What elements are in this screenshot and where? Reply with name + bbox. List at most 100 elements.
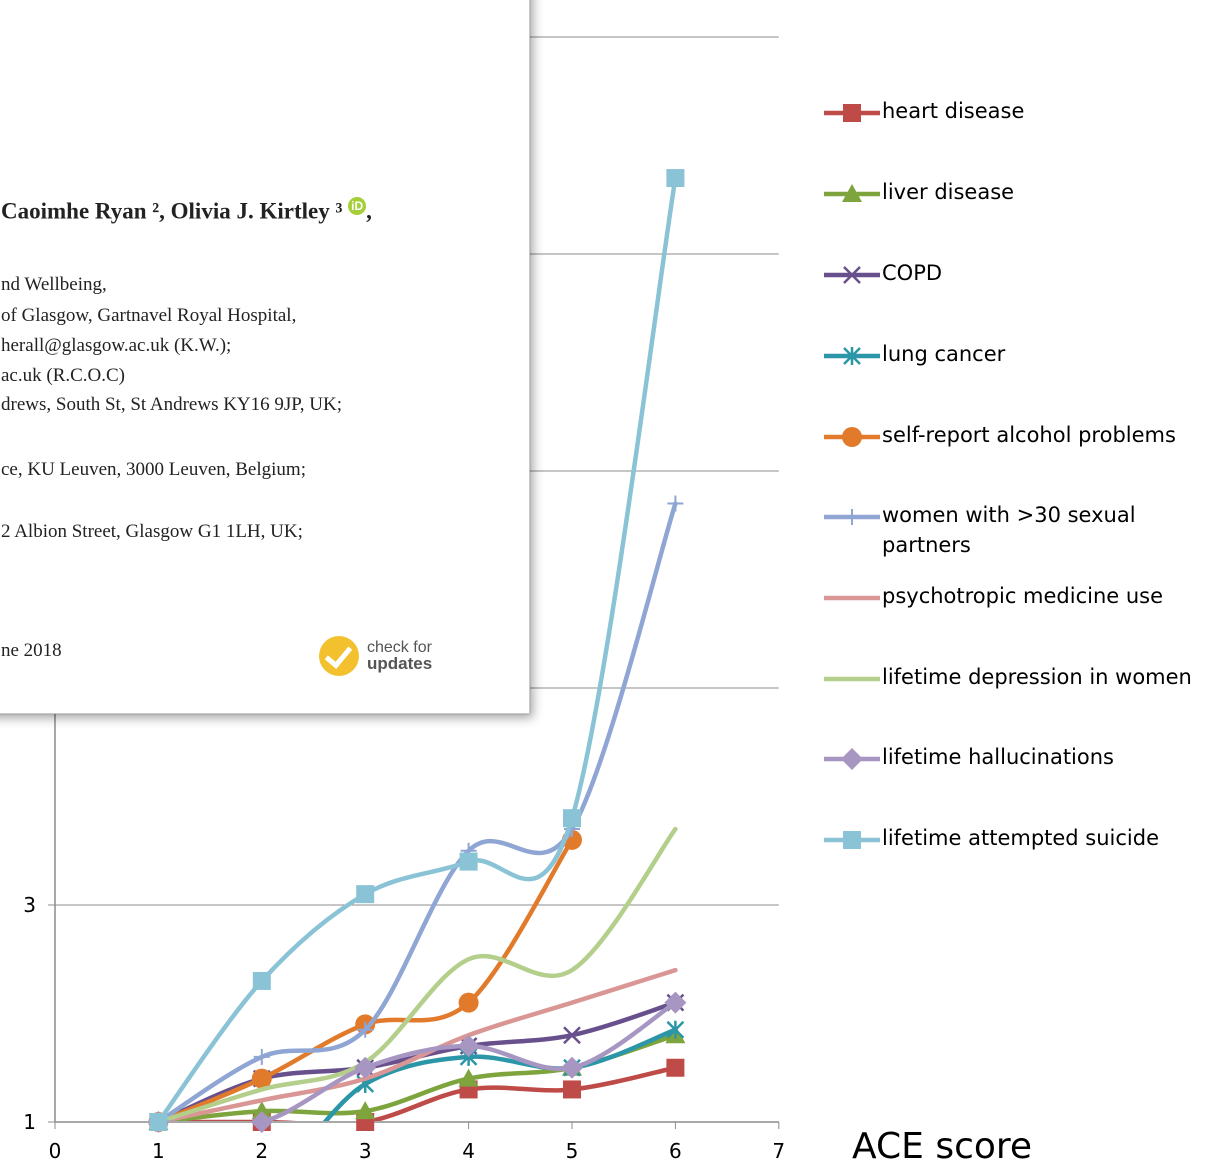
data-point [843,347,861,365]
data-point [664,991,687,1014]
y-tick-label: 3 [23,893,36,917]
legend-label: lifetime attempted suicide [882,826,1160,850]
paper-line-5: drews, South St, St Andrews KY16 9JP, UK… [1,394,342,415]
x-tick-label: 5 [566,1139,579,1163]
x-tick-label: 6 [669,1139,682,1163]
series-line [156,1000,678,1121]
legend-swatch [824,347,880,365]
legend-label: lifetime hallucinations [882,745,1114,769]
orcid-icon: iD [348,197,367,215]
data-point [458,1068,479,1087]
legend-item: heart disease [822,96,1202,126]
legend-swatch [824,748,880,770]
legend-label: women with >30 sexual partners [882,503,1136,557]
data-point [251,1101,272,1120]
paper-line-8: ne 2018 [1,640,62,661]
legend-swatch [824,676,880,682]
data-point [842,427,862,447]
data-point [844,509,860,525]
paper-line-3: herall@glasgow.ac.uk (K.W.); [1,335,232,356]
data-point [355,1101,376,1120]
legend-swatch [824,427,880,447]
check-for-updates-text: check for updates [367,639,433,673]
x-tick-label: 0 [49,1139,62,1163]
check-for-updates-badge[interactable]: check for updates [319,636,432,676]
legend-swatch [824,184,880,202]
paper-line-1: nd Wellbeing, [1,274,107,295]
series-8 [147,991,687,1133]
paper-line-6: ce, KU Leuven, 3000 Leuven, Belgium; [1,459,306,480]
data-point [563,809,581,828]
legend-item: lifetime depression in women [822,662,1202,692]
data-point [666,1058,685,1077]
series-lines [147,169,687,1133]
legend-swatch [824,104,880,122]
legend-item: self-report alcohol problems [822,420,1202,450]
x-tick-label: 4 [462,1139,475,1163]
data-point [842,184,862,202]
data-point [841,748,863,770]
legend-item: lifetime hallucinations [822,742,1202,772]
data-point [250,1111,273,1133]
paper-line-2: of Glasgow, Gartnavel Royal Hospital, [1,305,297,326]
data-point [843,104,861,122]
legend-label: COPD [882,261,943,285]
checkmark-icon [319,636,359,676]
x-tick-label: 1 [152,1139,165,1163]
data-point [666,169,685,188]
data-point [563,1026,581,1045]
paper-overlay: Caoimhe Ryan ², Olivia J. Kirtley ³ iD, … [0,0,530,714]
legend-swatch [824,595,880,601]
series-line [156,1032,678,1121]
data-point [457,1035,480,1058]
legend-label: liver disease [882,180,1015,204]
legend-item: liver disease [822,177,1202,207]
paper-line-7: 2 Albion Street, Glasgow G1 1LH, UK; [1,521,303,542]
data-point [843,831,861,849]
data-point [667,495,684,512]
data-point [843,266,861,284]
legend-item: lifetime attempted suicide [822,823,1202,853]
data-point [253,1048,270,1065]
legend-label: lifetime depression in women [882,665,1192,689]
series-line [156,1065,678,1121]
data-point [563,1080,581,1099]
data-point [356,885,375,904]
check-line-1: check for [367,639,432,656]
legend-label: psychotropic medicine use [882,584,1164,608]
data-point [357,1021,374,1038]
data-point [251,1068,272,1089]
paper-line-4: ac.uk (R.C.O.C) [1,365,126,386]
legend-label: heart disease [882,99,1025,123]
data-point [149,1113,168,1131]
paper-authors-text: Caoimhe Ryan ², Olivia J. Kirtley ³ [1,198,343,224]
series-9 [149,169,685,1131]
paper-authors: Caoimhe Ryan ², Olivia J. Kirtley ³ iD, [1,197,372,224]
series-7 [156,826,678,1121]
series-line [156,826,678,1121]
data-point [666,1020,685,1039]
data-point [458,992,479,1013]
data-point [354,1056,377,1079]
legend-label: self-report alcohol problems [882,423,1176,447]
legend-item: COPD [822,258,1202,288]
x-tick-label: 2 [255,1139,268,1163]
check-line-2: updates [367,654,433,673]
data-point [561,1056,583,1079]
series-6 [156,967,678,1121]
x-axis-title: ACE score [852,1126,1033,1167]
data-point [252,971,271,990]
legend-swatch [824,266,880,284]
legend-swatch [824,831,880,849]
legend-item: psychotropic medicine use [822,581,1202,611]
data-point [459,852,478,871]
legend-label: lung cancer [882,342,1006,366]
x-tick-label: 3 [359,1139,372,1163]
legend-swatch [824,509,880,525]
legend-item: women with >30 sexual partners [822,500,1202,557]
series-line [156,967,678,1121]
x-tick-label: 7 [772,1139,785,1163]
y-tick-label: 1 [23,1110,36,1134]
legend-item: lung cancer [822,339,1202,369]
